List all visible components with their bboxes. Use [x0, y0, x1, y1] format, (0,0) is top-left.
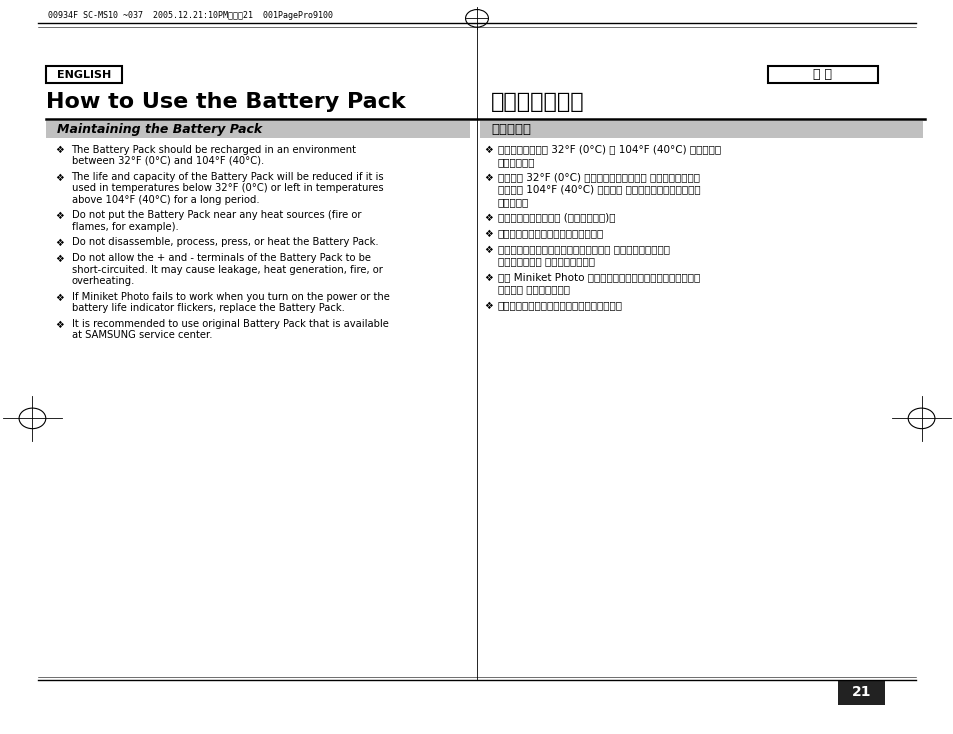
Text: Do not allow the + and - terminals of the Battery Pack to be: Do not allow the + and - terminals of th… — [71, 253, 370, 264]
Text: short-circuited. It may cause leakage, heat generation, fire, or: short-circuited. It may cause leakage, h… — [71, 264, 382, 275]
Text: 電池組必須在介於 32°F (0°C) 和 104°F (40°C) 的環境溫度: 電池組必須在介於 32°F (0°C) 和 104°F (40°C) 的環境溫度 — [497, 145, 720, 155]
Bar — [46, 121, 470, 138]
Text: 請勿讓電池組的正極和負極端形成短路。 這可能導致電池組漏: 請勿讓電池組的正極和負極端形成短路。 這可能導致電池組漏 — [497, 244, 669, 254]
Text: at SAMSUNG service center.: at SAMSUNG service center. — [71, 330, 212, 341]
Text: 下重新充電。: 下重新充電。 — [497, 156, 535, 167]
Text: 00934F SC-MS10 ~037  2005.12.21:10PM페이직21  001PagePro9100: 00934F SC-MS10 ~037 2005.12.21:10PM페이직21… — [48, 11, 333, 20]
Text: ❖: ❖ — [55, 254, 64, 264]
Text: The life and capacity of the Battery Pack will be reduced if it is: The life and capacity of the Battery Pac… — [71, 172, 384, 182]
Text: ❖: ❖ — [55, 211, 64, 221]
Text: ❖: ❖ — [55, 172, 64, 183]
Text: between 32°F (0°C) and 104°F (40°C).: between 32°F (0°C) and 104°F (40°C). — [71, 156, 264, 166]
Text: The Battery Pack should be recharged in an environment: The Battery Pack should be recharged in … — [71, 145, 356, 155]
Text: used in temperatures below 32°F (0°C) or left in temperatures: used in temperatures below 32°F (0°C) or… — [71, 183, 383, 193]
Text: 將會降低。: 將會降低。 — [497, 197, 529, 207]
Text: ❖: ❖ — [484, 244, 493, 255]
Text: How to Use the Battery Pack: How to Use the Battery Pack — [46, 92, 405, 112]
Text: Do not disassemble, process, press, or heat the Battery Pack.: Do not disassemble, process, press, or h… — [71, 238, 377, 247]
Text: ❖: ❖ — [484, 273, 493, 283]
Text: 臺 灣: 臺 灣 — [813, 68, 831, 81]
Text: 如果 Miniket Photo 在您開啟電源時無法操作或電池壽命指示: 如果 Miniket Photo 在您開啟電源時無法操作或電池壽命指示 — [497, 272, 700, 282]
FancyBboxPatch shape — [837, 680, 884, 705]
Text: 處於高於 104°F (40°C) 的溫度， 電池組的使用壽命和電容量: 處於高於 104°F (40°C) 的溫度， 電池組的使用壽命和電容量 — [497, 185, 700, 195]
Text: 請勿讓電池組接近熱源 (例如火或火焰)。: 請勿讓電池組接近熱源 (例如火或火焰)。 — [497, 213, 615, 222]
Text: ENGLISH: ENGLISH — [57, 70, 111, 79]
Text: ❖: ❖ — [484, 173, 493, 184]
Text: Do not put the Battery Pack near any heat sources (fire or: Do not put the Battery Pack near any hea… — [71, 210, 360, 220]
Text: overheating.: overheating. — [71, 276, 134, 286]
Text: 器閃燈， 請更換電池組。: 器閃燈， 請更換電池組。 — [497, 284, 569, 294]
Text: If Miniket Photo fails to work when you turn on the power or the: If Miniket Photo fails to work when you … — [71, 291, 389, 302]
Text: battery life indicator flickers, replace the Battery Pack.: battery life indicator flickers, replace… — [71, 303, 344, 313]
Text: ❖: ❖ — [484, 145, 493, 156]
Text: 21: 21 — [851, 685, 870, 700]
Text: 維護電池組: 維護電池組 — [491, 123, 531, 136]
Text: flames, for example).: flames, for example). — [71, 222, 178, 232]
FancyBboxPatch shape — [767, 66, 877, 83]
Text: ❖: ❖ — [484, 213, 493, 223]
Text: ❖: ❖ — [55, 238, 64, 248]
Text: 如何使用電池組: 如何使用電池組 — [491, 92, 584, 112]
Text: 液、發出熱量， 引起火災或過熱。: 液、發出熱量， 引起火災或過熱。 — [497, 256, 595, 266]
Text: ❖: ❖ — [55, 145, 64, 156]
Text: It is recommended to use original Battery Pack that is available: It is recommended to use original Batter… — [71, 319, 388, 329]
Text: above 104°F (40°C) for a long period.: above 104°F (40°C) for a long period. — [71, 195, 259, 205]
Text: 請勿拆開、處理、擠壓或加熱電池組。: 請勿拆開、處理、擠壓或加熱電池組。 — [497, 228, 603, 239]
Text: 建議使用從三星服務中心購買的原廠電池組。: 建議使用從三星服務中心購買的原廠電池組。 — [497, 299, 622, 310]
Text: ❖: ❖ — [55, 320, 64, 330]
Text: ❖: ❖ — [484, 229, 493, 239]
Text: 若在低於 32°F (0°C) 的溫度下使用電池組， 或者電池組長時間: 若在低於 32°F (0°C) 的溫度下使用電池組， 或者電池組長時間 — [497, 172, 700, 183]
Text: ❖: ❖ — [484, 301, 493, 310]
Bar — [479, 121, 923, 138]
FancyBboxPatch shape — [46, 66, 122, 83]
Text: Maintaining the Battery Pack: Maintaining the Battery Pack — [57, 123, 262, 136]
Text: ❖: ❖ — [55, 292, 64, 302]
